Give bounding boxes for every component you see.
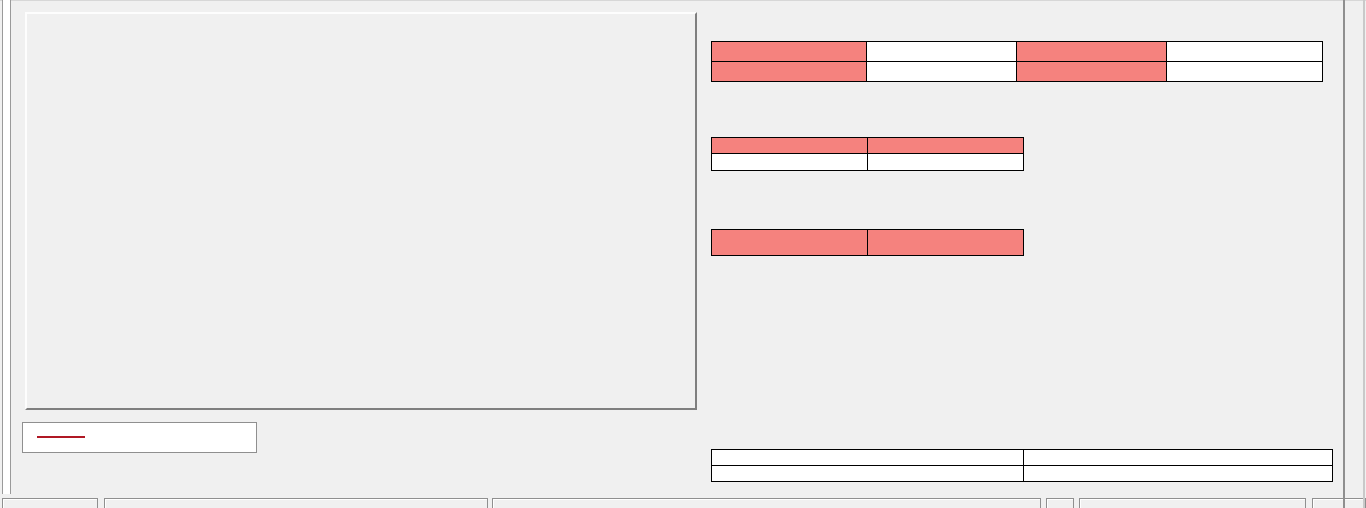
test-file-information-table [711, 449, 1333, 482]
cutoff-panel [104, 498, 488, 508]
table-row [711, 61, 1323, 82]
subject-identification-table [711, 41, 1323, 82]
cutoff-panel [492, 498, 1041, 508]
viscosity-chart-panel [25, 12, 697, 410]
age-label [1016, 61, 1167, 82]
age-value [1166, 61, 1323, 82]
cutoff-panel [1079, 498, 1306, 508]
date-time-test-label [711, 449, 1024, 466]
patient-id-label [711, 41, 867, 62]
systolic-value [711, 153, 868, 171]
window-top-border [0, 0, 1366, 1]
vertical-splitter [1343, 0, 1345, 508]
patient-id-value [866, 41, 1017, 62]
table-header-row [711, 229, 1024, 256]
table-row [711, 153, 1024, 171]
right-edge-line [1363, 0, 1365, 508]
diastolic-value [867, 153, 1024, 171]
date-time-test-value [1023, 449, 1333, 466]
cutoff-panel [1046, 498, 1074, 508]
sex-label [1016, 41, 1167, 62]
shear-viscosity-table [711, 229, 1024, 256]
disposable-tube-id-label [711, 465, 1024, 482]
table-row [711, 449, 1333, 466]
disposable-tube-id-value [1023, 465, 1333, 482]
blood-viscosity-table [711, 137, 1024, 171]
shear-rate-header [711, 229, 868, 256]
shear-viscosity-chart [27, 14, 695, 408]
facility-id-label [711, 61, 867, 82]
left-edge-strip [2, 0, 11, 494]
facility-id-value [866, 61, 1017, 82]
cutoff-panel [2, 498, 98, 508]
cutoff-panel [1312, 498, 1366, 508]
sex-value [1166, 41, 1323, 62]
table-row [711, 41, 1323, 62]
table-row [711, 137, 1024, 154]
patient-cp-header [867, 229, 1024, 256]
patient-profile-line-swatch [37, 436, 85, 438]
table-row [711, 465, 1333, 482]
systolic-header [711, 137, 868, 154]
diastolic-header [867, 137, 1024, 154]
